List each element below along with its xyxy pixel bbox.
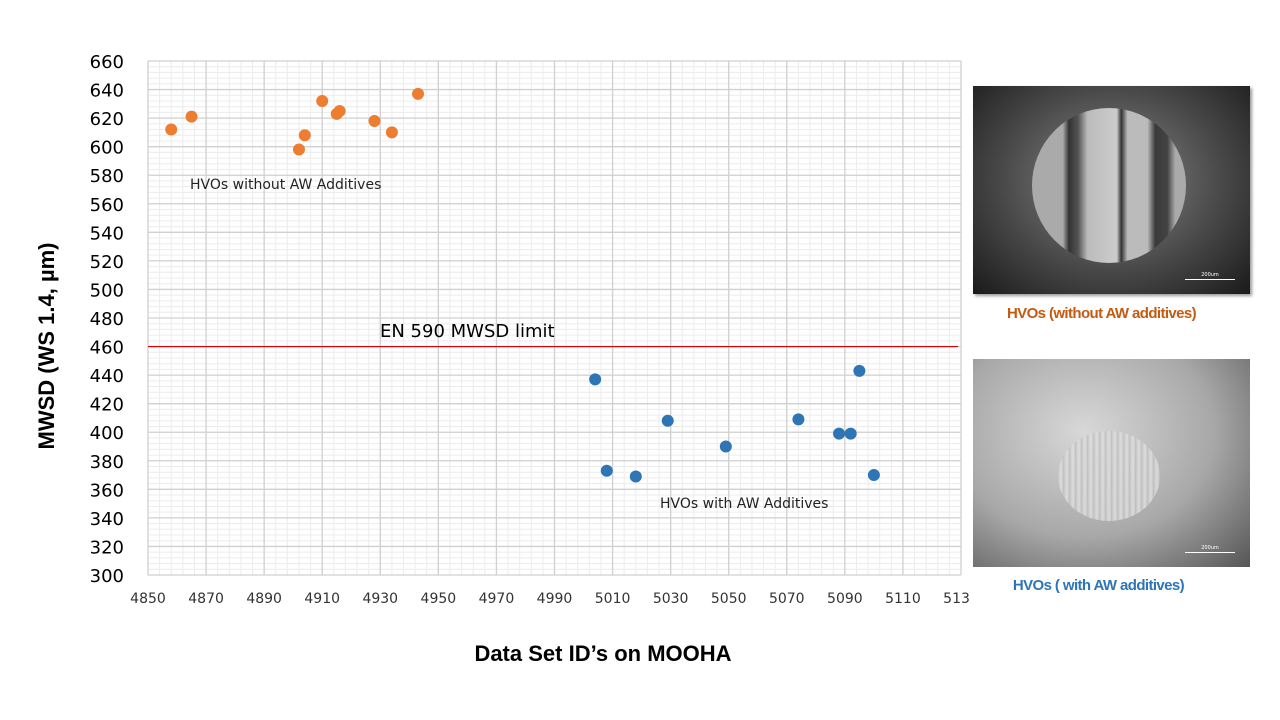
y-tick-label: 420 [90, 395, 124, 416]
wear-scar-photo-without-aw: 200um [973, 86, 1250, 294]
x-tick-label: 5050 [711, 591, 747, 607]
series-label-with-aw: HVOs with AW Additives [660, 496, 828, 512]
point-with-aw [867, 469, 880, 482]
scale-text: 200um [1201, 545, 1219, 551]
point-without-aw [316, 94, 329, 107]
point-without-aw [165, 123, 178, 136]
y-tick-label: 620 [90, 109, 124, 130]
y-axis-title: MWSD (WS 1.4, µm) [34, 242, 59, 449]
point-with-aw [600, 464, 613, 477]
scale-bar: 200um [1185, 546, 1235, 553]
data-points [165, 87, 880, 483]
y-tick-label: 660 [90, 52, 124, 73]
point-without-aw [292, 143, 305, 156]
x-tick-label: 5010 [595, 591, 631, 607]
x-tick-label: 4970 [479, 591, 515, 607]
y-tick-label: 520 [90, 252, 124, 273]
x-tick-label: 4910 [304, 591, 340, 607]
y-tick-label: 560 [90, 195, 124, 216]
caption-without-aw: HVOs (without AW additives) [1006, 305, 1197, 322]
x-tick-label: 5130 [943, 591, 970, 607]
y-tick-label: 580 [90, 166, 124, 187]
point-without-aw [298, 129, 311, 142]
wear-scar-photo-with-aw: 200um [973, 359, 1250, 567]
y-tick-label: 360 [90, 480, 124, 501]
y-tick-label: 440 [90, 366, 124, 387]
tick-labels: 300 320 340 360 380 400 420 440 460 480 500 520 540 5… [90, 52, 970, 607]
grid [147, 60, 962, 576]
point-with-aw [844, 427, 857, 440]
x-tick-label: 5030 [653, 591, 689, 607]
point-with-aw [792, 413, 805, 426]
caption-with-aw: HVOs ( with AW additives) [1012, 577, 1185, 594]
point-with-aw [853, 364, 866, 377]
limit-label: EN 590 MWSD limit [380, 321, 555, 342]
y-tick-label: 320 [90, 537, 124, 558]
point-with-aw [833, 427, 846, 440]
y-tick-label: 640 [90, 81, 124, 102]
y-tick-label: 540 [90, 223, 124, 244]
point-with-aw [661, 414, 674, 427]
series-label-without-aw: HVOs without AW Additives [190, 177, 381, 193]
point-with-aw [629, 470, 642, 483]
point-without-aw [368, 114, 381, 127]
y-tick-label: 380 [90, 452, 124, 473]
x-tick-label: 4930 [362, 591, 398, 607]
scale-text: 200um [1201, 272, 1219, 278]
scale-bar: 200um [1185, 273, 1235, 280]
point-with-aw [589, 373, 602, 386]
y-tick-label: 600 [90, 138, 124, 159]
point-without-aw [412, 87, 425, 100]
wear-scar [1058, 431, 1160, 521]
point-without-aw [385, 126, 398, 139]
x-axis-title: Data Set ID’s on MOOHA [474, 641, 731, 666]
x-tick-label: 5110 [885, 591, 921, 607]
x-tick-label: 5090 [827, 591, 863, 607]
scatter-chart: 300 320 340 360 380 400 420 440 460 480 500 520 540 5… [34, 52, 970, 666]
x-tick-label: 4850 [130, 591, 166, 607]
x-tick-label: 4990 [537, 591, 573, 607]
y-tick-label: 340 [90, 509, 124, 530]
point-without-aw [333, 104, 346, 117]
y-tick-label: 300 [90, 566, 124, 587]
x-tick-label: 4890 [246, 591, 282, 607]
wear-scar [1032, 108, 1186, 263]
y-tick-label: 500 [90, 280, 124, 301]
x-tick-label: 4870 [188, 591, 224, 607]
point-with-aw [719, 440, 732, 453]
point-without-aw [185, 110, 198, 123]
y-tick-label: 400 [90, 423, 124, 444]
x-tick-label: 4950 [421, 591, 457, 607]
y-tick-label: 480 [90, 309, 124, 330]
y-tick-label: 460 [90, 338, 124, 359]
x-tick-label: 5070 [769, 591, 805, 607]
